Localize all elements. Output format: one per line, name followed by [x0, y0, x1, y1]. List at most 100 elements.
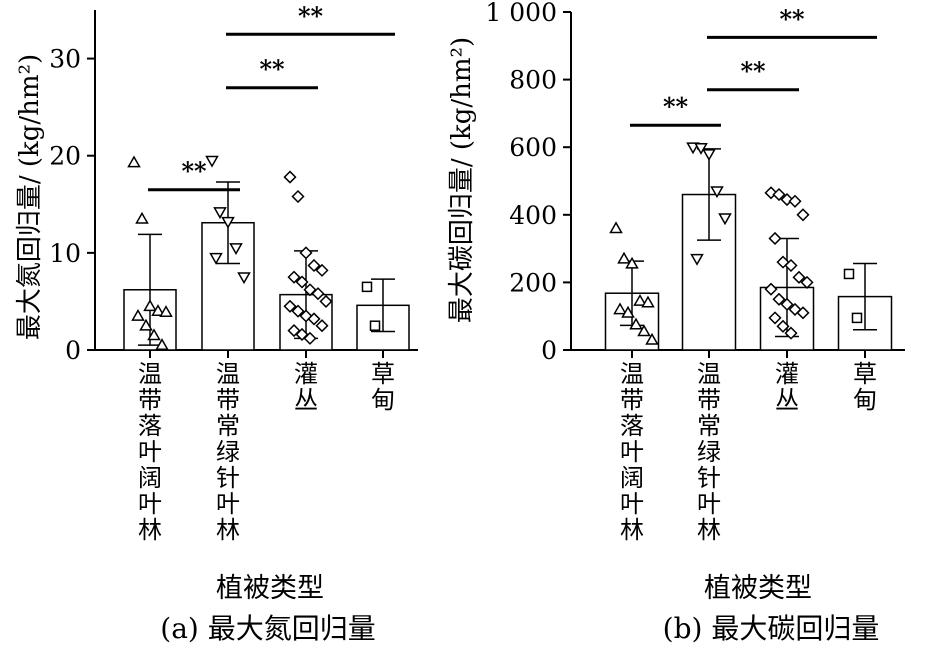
panel-b-data-point [796, 208, 810, 222]
panel-b-data-point [768, 311, 782, 325]
panel-b-data-point [780, 297, 794, 311]
panel-a-category-label: 灌丛 [294, 360, 318, 414]
panel-a-ytick-label: 20 [49, 142, 81, 171]
panel-a-data-point [131, 308, 145, 321]
panel-a-data-point [315, 319, 329, 333]
panel-a-data-point [237, 272, 251, 285]
panel-b-category-label: 温带常绿针叶林 [697, 360, 721, 544]
panel-a-data-point [311, 287, 325, 301]
panel-b-data-point [625, 256, 639, 269]
panel-a-category-label: 草甸 [371, 360, 395, 414]
panel-a-data-point [221, 216, 235, 229]
panel-b-data-point [637, 324, 651, 337]
panel-b-data-point [788, 194, 802, 208]
panel-b-data-point [633, 293, 647, 306]
panel-b-data-point [772, 187, 786, 202]
panel-a-data-point [319, 294, 333, 308]
panel-a-caption: (a) 最大氮回归量 [160, 612, 375, 645]
panel-b-data-point [621, 305, 635, 318]
panel-b-data-point [843, 268, 855, 280]
panel-b-caption: (b) 最大碳回归量 [663, 612, 880, 645]
panel-a-category-label: 温带落叶阔叶林 [138, 360, 162, 544]
panel-b-category-label: 温带落叶阔叶林 [620, 360, 644, 544]
panel-a-ytick-label: 10 [49, 239, 81, 268]
panel-b-data-point [792, 270, 806, 284]
panel-b-ytick-label: 0 [541, 336, 557, 365]
panel-a-data-point [361, 281, 373, 293]
panel-b-data-point [718, 213, 732, 226]
panel-b-data-point [764, 282, 778, 296]
panel-a-data-point [307, 312, 321, 326]
panel-a-data-point [291, 304, 305, 318]
panel-a-significance-label: ** [298, 1, 324, 30]
panel-b-category-label: 草甸 [853, 360, 877, 414]
panel-a-data-point [209, 252, 223, 265]
panel-b-data-point [690, 253, 704, 266]
panel-b-ytick-label: 600 [509, 133, 557, 162]
panel-b-ytick-label: 400 [509, 201, 557, 230]
panel-a-significance-label: ** [181, 157, 207, 186]
panel-a-data-point [369, 320, 381, 331]
panel-b-significance-label: ** [779, 4, 805, 33]
panel-a-data-point [299, 246, 313, 260]
panel-b-axes: 0 200 400 600 800 1 000 [485, 0, 905, 365]
panel-a-data-point [307, 258, 321, 273]
panel-b-data-point [702, 149, 716, 161]
panel-a-data-point [159, 305, 173, 317]
panel-a-data-point [303, 331, 317, 345]
panel-b-data-point [641, 295, 655, 308]
panel-a-data-point [205, 155, 219, 168]
panel-a-ytick-label: 0 [65, 336, 81, 365]
panel-a-data-point [315, 263, 329, 277]
panel-b-data-point [796, 306, 810, 320]
panel-b-ytick-label: 200 [509, 268, 557, 297]
panel-b-data-point [645, 332, 659, 345]
panel-a-data-point [283, 170, 297, 184]
panel-a-data-point [139, 318, 153, 331]
panel-b-xlabel: 植被类型 [704, 573, 812, 604]
panel-a-data-point [127, 155, 141, 168]
panel-a-ylabel: 最大氮回归量/ (kg/hm²) [15, 54, 45, 340]
panel-b-data-point [694, 143, 708, 155]
panel-b-data-point [613, 302, 627, 315]
panel-a-data-point [143, 299, 157, 312]
panel-a-category-label: 温带常绿针叶林 [216, 360, 240, 544]
panel-b-category-label: 灌丛 [775, 360, 799, 414]
panel-b-data-point [800, 275, 814, 289]
panel-b-data-point [609, 221, 623, 234]
panel-a-data-point [147, 328, 161, 341]
panel-b-significance-label: ** [663, 92, 689, 121]
panel-b-data-point [784, 258, 798, 273]
panel-a-significance-label: ** [259, 55, 285, 84]
panel-b-data-point [784, 326, 798, 340]
panel-a-ytick-label: 30 [49, 45, 81, 74]
panel-a-data-point [155, 338, 169, 351]
panel-a-data-point [283, 299, 297, 313]
panel-a-data-point [151, 304, 165, 317]
panel-b-ylabel: 最大碳回归量/ (kg/hm²) [447, 37, 477, 323]
panel-a-xlabel: 植被类型 [216, 573, 324, 604]
panel-b-significance-label: ** [740, 57, 766, 86]
panel-a-data-point [291, 189, 305, 204]
panel-b-data-point [710, 186, 724, 199]
panel-b-data-point [629, 317, 643, 330]
panel-a-data-point [135, 211, 149, 224]
panel-b-data-point [776, 319, 790, 333]
panel-b-data-point [851, 312, 863, 324]
panel-a-data-point [213, 207, 227, 220]
panel-b-ytick-label: 1 000 [485, 0, 557, 27]
panel-b-marks: ** ** ** [604, 4, 893, 351]
panel-a-data-point [229, 243, 243, 256]
panel-b-data-point [617, 251, 631, 264]
panel-b-data-point [768, 231, 782, 246]
panel-a-marks: ** ** ** [123, 1, 410, 351]
panel-b-data-point [772, 292, 786, 306]
panel-b-ytick-label: 800 [509, 66, 557, 95]
panel-a-data-point [287, 270, 301, 284]
panel-a-data-point [295, 275, 309, 289]
